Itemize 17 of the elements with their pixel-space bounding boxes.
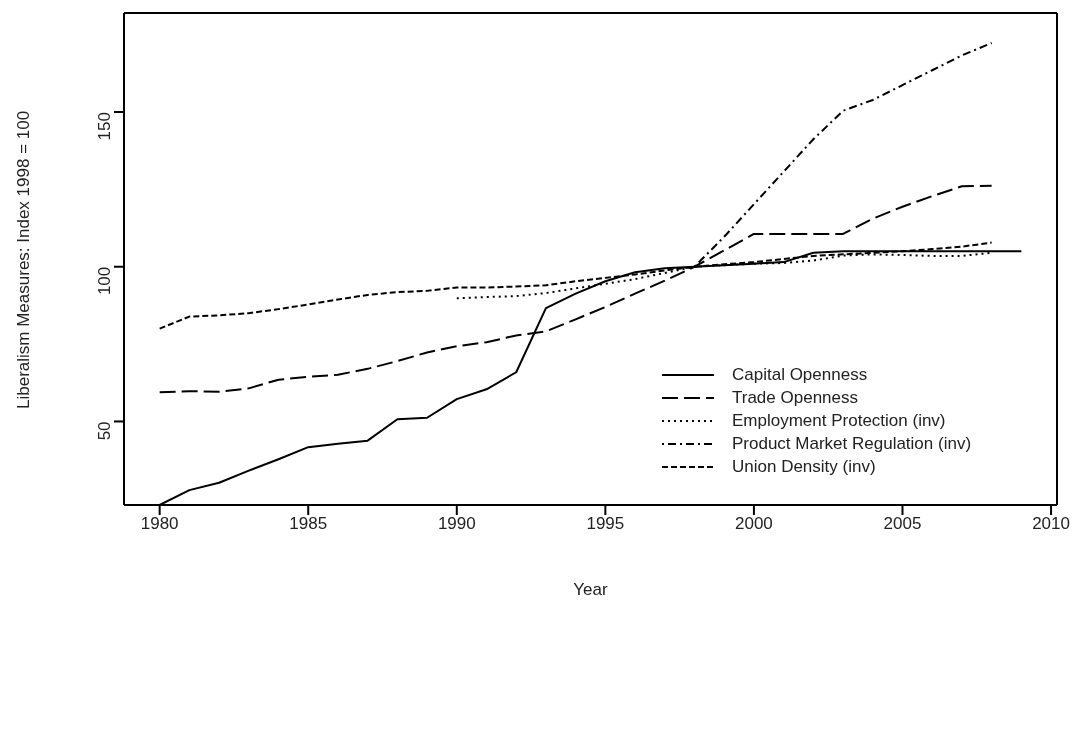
y-tick-label: 100 [95,266,115,296]
x-tick-label: 2005 [883,514,922,534]
legend-label: Capital Openness [732,364,868,386]
x-tick-label: 1980 [140,514,179,534]
legend-label: Union Density (inv) [732,456,876,478]
legend-label: Trade Openness [732,387,858,409]
x-tick-label: 2000 [735,514,773,534]
x-axis-title: Year [573,580,609,599]
legend-label: Product Market Regulation (inv) [732,433,972,455]
x-tick-label: 2010 [1032,514,1070,534]
y-tick-label: 50 [95,421,115,441]
y-tick-label: 150 [95,112,115,141]
x-tick-label: 1990 [437,514,476,534]
x-tick-label: 1985 [289,514,328,534]
y-axis-title: Liberalism Measures: Index 1998 = 100 [14,110,34,409]
x-tick-label: 1995 [586,514,625,534]
legend-label: Employment Protection (inv) [732,410,946,432]
